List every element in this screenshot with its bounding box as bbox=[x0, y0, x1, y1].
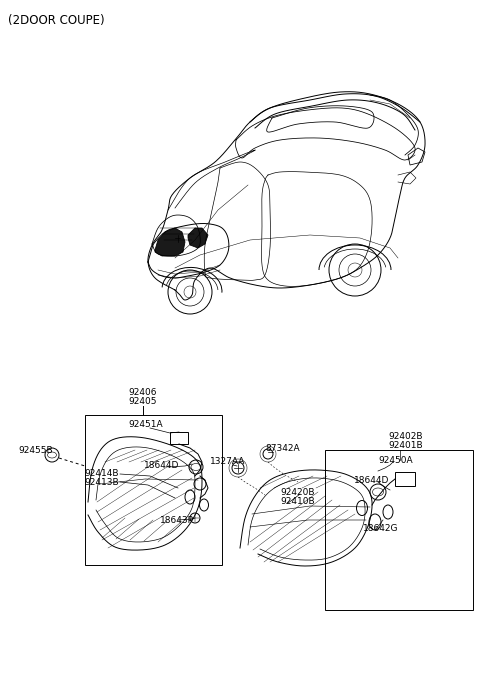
Text: 92455B: 92455B bbox=[18, 446, 53, 455]
Text: 18642G: 18642G bbox=[363, 524, 398, 533]
Bar bbox=[325, 450, 473, 610]
Text: 18644D: 18644D bbox=[354, 476, 389, 485]
Bar bbox=[170, 432, 188, 444]
Text: 18644D: 18644D bbox=[144, 461, 180, 470]
Text: 92420B: 92420B bbox=[280, 488, 314, 497]
Text: 92401B: 92401B bbox=[388, 441, 422, 450]
Polygon shape bbox=[155, 228, 185, 256]
Text: 92405: 92405 bbox=[129, 397, 157, 406]
Polygon shape bbox=[188, 228, 208, 248]
Text: 92402B: 92402B bbox=[388, 432, 422, 441]
Bar bbox=[395, 472, 415, 486]
Text: 92410B: 92410B bbox=[280, 497, 314, 506]
Text: 92450A: 92450A bbox=[378, 456, 413, 465]
Text: 92451A: 92451A bbox=[128, 420, 163, 429]
Text: 92413B: 92413B bbox=[84, 478, 119, 487]
Text: 87342A: 87342A bbox=[265, 444, 300, 453]
Text: 92414B: 92414B bbox=[84, 469, 119, 478]
Text: (2DOOR COUPE): (2DOOR COUPE) bbox=[8, 14, 105, 27]
Text: 18643P: 18643P bbox=[160, 516, 194, 525]
Text: 92406: 92406 bbox=[129, 388, 157, 397]
Text: 1327AA: 1327AA bbox=[210, 457, 245, 466]
Bar bbox=[85, 415, 222, 565]
